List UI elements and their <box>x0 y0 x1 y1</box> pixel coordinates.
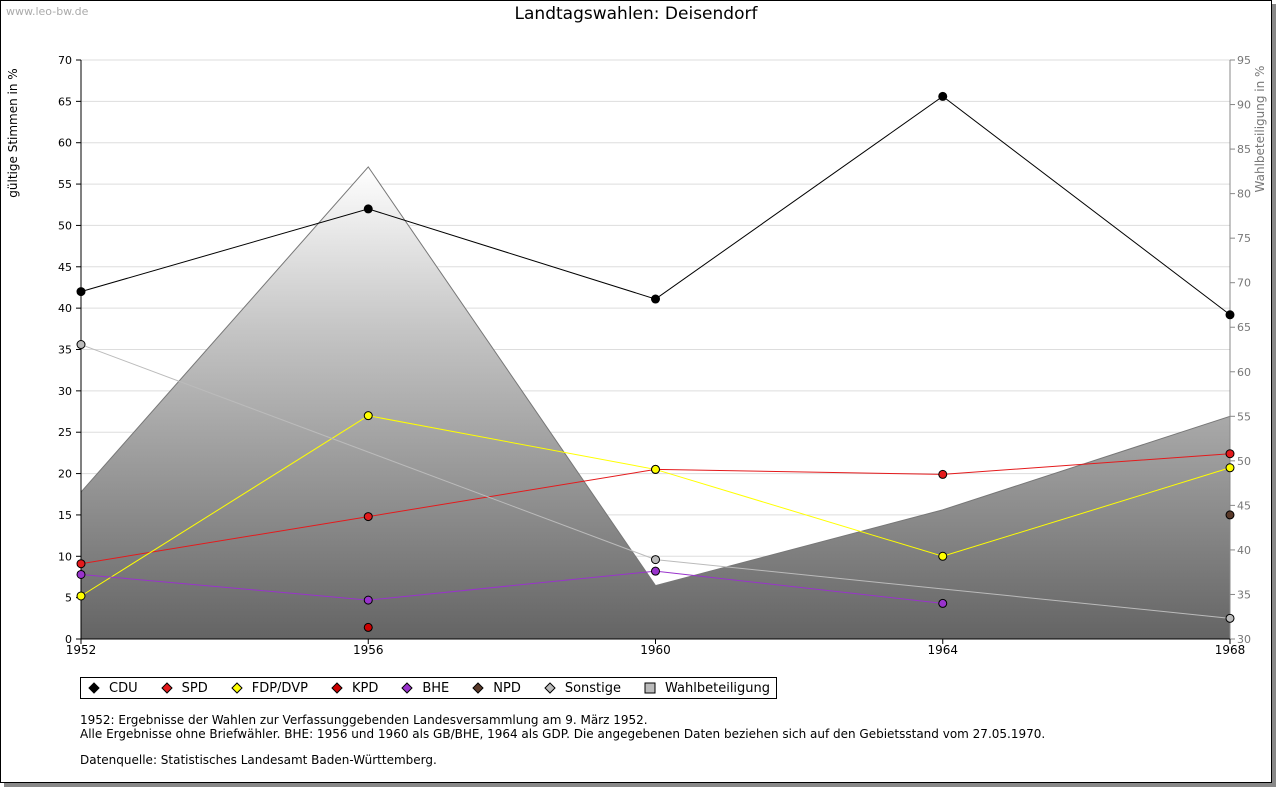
y-tick-label: 15 <box>58 509 72 522</box>
turnout-area-outline <box>80 166 1231 587</box>
data-point-fdp-dvp <box>363 411 373 421</box>
data-point-bhe <box>938 598 948 608</box>
legend-label: NPD <box>493 680 521 696</box>
data-point-cdu <box>651 294 660 304</box>
legend-label: FDP/DVP <box>251 680 308 696</box>
legend-item: Sonstige <box>543 681 621 696</box>
axes <box>76 59 1235 644</box>
data-point-spd <box>1225 449 1235 459</box>
y-tick-label: 60 <box>58 137 72 150</box>
y-tick-label: 35 <box>58 344 72 357</box>
data-point-fdp-dvp <box>938 551 948 561</box>
y-tick-label: 55 <box>58 178 72 191</box>
series-points <box>76 91 1235 632</box>
legend: CDU SPD FDP/DVP KPD BHE NPD Sonstige Wahlbeteil… <box>80 677 778 699</box>
data-point-fdp-dvp <box>76 591 86 601</box>
data-point-fdp-dvp <box>651 464 660 474</box>
data-point-fdp-dvp <box>1225 463 1235 473</box>
y-right-tick-label: 30 <box>1237 633 1251 646</box>
legend-item: SPD <box>160 681 208 696</box>
data-point-npd <box>1225 510 1235 520</box>
series-line-cdu <box>80 95 1231 316</box>
y-tick-label: 25 <box>58 426 72 439</box>
series-line-bhe <box>80 570 943 604</box>
legend-item: Wahlbeteiligung <box>643 681 770 696</box>
legend-label: KPD <box>351 680 379 696</box>
diamond-icon <box>330 681 344 695</box>
y-right-tick-label: 35 <box>1237 588 1251 601</box>
legend-item: NPD <box>471 681 521 696</box>
y-right-tick-label: 95 <box>1237 54 1251 67</box>
data-point-sonstige <box>1225 613 1235 623</box>
y-right-tick-label: 75 <box>1237 232 1251 245</box>
y-axis-title: gültige Stimmen in % <box>6 68 20 197</box>
data-point-sonstige <box>651 555 660 565</box>
x-tick-label: 1968 <box>1215 643 1246 657</box>
y-right-tick-label: 85 <box>1237 143 1251 156</box>
note-line-1: 1952: Ergebnisse der Wahlen zur Verfassu… <box>80 713 648 727</box>
legend-item: FDP/DVP <box>230 681 308 696</box>
diamond-icon <box>230 681 244 695</box>
data-point-bhe <box>651 566 660 576</box>
watermark: www.leo-bw.de <box>6 5 89 18</box>
source-note: Datenquelle: Statistisches Landesamt Bad… <box>80 753 437 767</box>
legend-label: CDU <box>109 680 138 696</box>
legend-item: KPD <box>330 681 378 696</box>
square-icon <box>643 681 657 695</box>
legend-item: CDU <box>87 681 138 696</box>
y-tick-label: 40 <box>58 302 72 315</box>
data-point-cdu <box>76 287 86 297</box>
y-right-tick-label: 70 <box>1237 277 1251 290</box>
data-point-sonstige <box>76 340 86 350</box>
y-tick-label: 5 <box>65 592 72 605</box>
y-tick-label: 70 <box>58 54 72 67</box>
y-right-tick-label: 40 <box>1237 544 1251 557</box>
y-tick-label: 50 <box>58 219 72 232</box>
data-point-cdu <box>1225 310 1235 320</box>
y-right-tick-label: 90 <box>1237 99 1251 112</box>
diamond-icon <box>543 681 557 695</box>
data-point-spd <box>76 559 86 569</box>
diamond-icon <box>160 681 174 695</box>
y-tick-label: 20 <box>58 468 72 481</box>
data-point-bhe <box>363 595 373 605</box>
y-right-tick-label: 65 <box>1237 321 1251 334</box>
y-tick-label: 10 <box>58 550 72 563</box>
chart-title: Landtagswahlen: Deisendorf <box>514 4 758 24</box>
y-tick-label: 45 <box>58 261 72 274</box>
y-axis-right-title: Wahlbeteiligung in % <box>1253 66 1267 193</box>
legend-label: SPD <box>181 680 208 696</box>
y-right-tick-label: 45 <box>1237 499 1251 512</box>
y-right-tick-label: 60 <box>1237 366 1251 379</box>
data-point-spd <box>363 512 373 522</box>
legend-item: BHE <box>400 681 449 696</box>
diamond-icon <box>471 681 485 695</box>
note-line-2: Alle Ergebnisse ohne Briefwähler. BHE: 1… <box>80 727 1046 741</box>
x-tick-label: 1964 <box>927 643 958 657</box>
y-tick-label: 0 <box>65 633 72 646</box>
axis-labels: 0 5 10 15 20 25 30 35 40 45 50 55 60 65 70 30 35 40 45 50 55… <box>6 54 1267 657</box>
data-point-cdu <box>938 91 948 101</box>
y-right-tick-label: 55 <box>1237 410 1251 423</box>
diamond-icon <box>400 681 414 695</box>
x-tick-label: 1960 <box>640 643 671 657</box>
y-tick-label: 30 <box>58 385 72 398</box>
legend-label: Sonstige <box>564 680 622 696</box>
data-point-kpd <box>363 622 373 632</box>
data-point-spd <box>938 469 948 479</box>
y-tick-label: 65 <box>58 95 72 108</box>
x-tick-label: 1956 <box>353 643 384 657</box>
legend-label: Wahlbeteiligung <box>665 680 771 696</box>
y-right-tick-label: 50 <box>1237 455 1251 468</box>
data-point-cdu <box>363 204 373 214</box>
chart-plot: 0 5 10 15 20 25 30 35 40 45 50 55 60 65 70 30 35 40 45 50 55… <box>6 54 1267 657</box>
data-point-bhe <box>76 569 86 579</box>
legend-label: BHE <box>422 680 450 696</box>
diamond-icon <box>87 681 101 695</box>
x-tick-label: 1952 <box>66 643 97 657</box>
y-right-tick-label: 80 <box>1237 188 1251 201</box>
